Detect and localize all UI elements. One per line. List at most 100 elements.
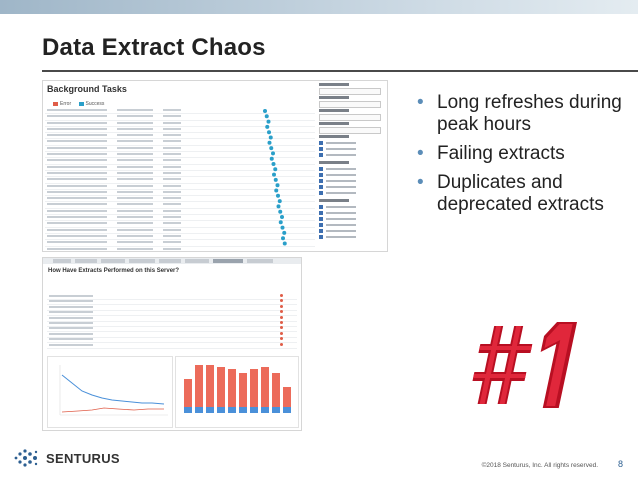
extract-bar bbox=[239, 373, 247, 413]
bullet-item: • Duplicates and deprecated extracts bbox=[415, 172, 625, 216]
background-tasks-screenshot: Background Tasks Error Success bbox=[42, 80, 388, 252]
task-row bbox=[45, 108, 315, 115]
task-dot bbox=[269, 156, 274, 161]
filter-checklist[interactable] bbox=[319, 135, 381, 158]
bullet-list: • Long refreshes during peak hours • Faili… bbox=[415, 92, 625, 223]
task-row bbox=[45, 209, 315, 216]
dashboard-tabs bbox=[43, 258, 301, 264]
extract-row bbox=[47, 299, 297, 306]
extract-row bbox=[47, 315, 297, 322]
bullet-item: • Failing extracts bbox=[415, 143, 625, 165]
bullet-icon: • bbox=[417, 92, 424, 113]
legend-success-swatch bbox=[78, 101, 84, 106]
task-row bbox=[45, 184, 315, 190]
filter-checklist[interactable] bbox=[319, 199, 381, 240]
line-chart-svg bbox=[59, 365, 168, 416]
title-divider bbox=[42, 70, 638, 72]
extract-bar bbox=[228, 369, 236, 413]
task-row bbox=[45, 234, 315, 241]
task-dot bbox=[265, 124, 270, 129]
senturus-logo: SENTURUS bbox=[12, 448, 120, 468]
task-row bbox=[45, 221, 315, 228]
slide-title: Data Extract Chaos bbox=[42, 34, 266, 61]
filter-dropdown[interactable] bbox=[319, 83, 381, 95]
task-row bbox=[45, 177, 315, 184]
extract-row bbox=[47, 337, 297, 344]
task-row bbox=[45, 215, 315, 222]
extract-row bbox=[47, 304, 297, 311]
filter-checklist[interactable] bbox=[319, 161, 381, 196]
background-tasks-legend: Error Success bbox=[47, 101, 104, 107]
bullet-item: • Long refreshes during peak hours bbox=[415, 92, 625, 136]
extract-bar bbox=[250, 369, 258, 413]
task-dot bbox=[277, 199, 282, 204]
task-row bbox=[45, 228, 315, 234]
task-row bbox=[45, 171, 315, 178]
filter-dropdown[interactable] bbox=[319, 122, 381, 134]
task-row bbox=[45, 152, 315, 159]
extract-row bbox=[47, 321, 297, 327]
extract-row bbox=[47, 331, 297, 338]
task-dot bbox=[274, 188, 279, 193]
task-dot bbox=[276, 193, 280, 198]
task-dot bbox=[273, 167, 278, 172]
task-row bbox=[45, 165, 315, 171]
filter-dropdown[interactable] bbox=[319, 96, 381, 108]
kpi-failed bbox=[281, 274, 283, 280]
task-dot bbox=[271, 151, 275, 156]
bullet-text: Duplicates and deprecated extracts bbox=[437, 172, 604, 215]
task-dot bbox=[263, 109, 267, 113]
task-row bbox=[45, 114, 315, 121]
task-row bbox=[45, 240, 315, 247]
extract-bar bbox=[272, 373, 280, 413]
task-dot bbox=[268, 135, 273, 140]
task-row bbox=[45, 146, 315, 153]
legend-success-label: Success bbox=[85, 101, 105, 107]
task-dot bbox=[266, 119, 271, 124]
task-row bbox=[45, 247, 315, 251]
extract-row bbox=[47, 326, 297, 333]
logo-text: SENTURUS bbox=[46, 450, 120, 466]
task-row bbox=[45, 196, 315, 203]
extract-row bbox=[47, 294, 297, 300]
extract-bar bbox=[261, 367, 269, 413]
legend-error-swatch bbox=[53, 101, 58, 106]
task-table bbox=[45, 108, 315, 251]
task-dot bbox=[280, 215, 284, 219]
task-row bbox=[45, 190, 315, 197]
task-row bbox=[45, 121, 315, 127]
task-row bbox=[45, 133, 315, 140]
task-dot bbox=[267, 140, 272, 145]
extract-row bbox=[47, 310, 297, 317]
failure-line bbox=[61, 407, 164, 413]
extract-row bbox=[47, 342, 297, 349]
page-number: 8 bbox=[617, 459, 623, 469]
copyright-text: ©2018 Senturus, Inc. All rights reserved… bbox=[481, 462, 598, 469]
task-dot bbox=[282, 241, 287, 246]
logo-dots-icon bbox=[14, 449, 38, 467]
extract-bar bbox=[217, 367, 225, 413]
background-tasks-title: Background Tasks bbox=[47, 84, 127, 94]
task-row bbox=[45, 127, 315, 134]
time-line-chart bbox=[47, 356, 173, 428]
top-accent-bar bbox=[0, 0, 638, 14]
filter-dropdown[interactable] bbox=[319, 109, 381, 121]
task-dot bbox=[272, 172, 276, 177]
kpi-success bbox=[261, 274, 263, 280]
task-dot bbox=[281, 236, 285, 241]
task-row bbox=[45, 158, 315, 165]
filter-panel bbox=[319, 83, 385, 249]
extract-bar bbox=[195, 365, 203, 413]
bullet-icon: • bbox=[417, 172, 424, 193]
extract-bar bbox=[206, 365, 214, 413]
task-dot bbox=[264, 114, 269, 119]
task-dot bbox=[273, 177, 278, 182]
task-row bbox=[45, 202, 315, 209]
extract-bar bbox=[184, 379, 192, 413]
task-dot bbox=[280, 225, 285, 230]
extract-bar-chart bbox=[175, 356, 299, 428]
task-dot bbox=[269, 146, 274, 151]
legend-error-label: Error bbox=[60, 101, 72, 107]
bullet-text: Long refreshes during peak hours bbox=[437, 92, 622, 135]
task-dot bbox=[271, 162, 276, 166]
